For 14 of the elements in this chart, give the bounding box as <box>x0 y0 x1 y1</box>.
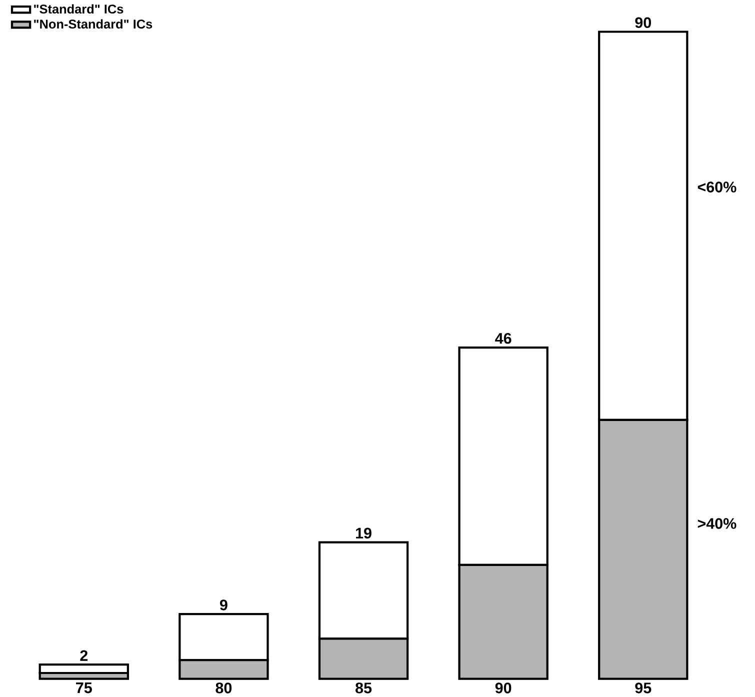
annotation: >40% <box>698 518 736 529</box>
annotation: 46 <box>495 333 512 344</box>
legend-label: "Standard" ICs <box>34 4 124 14</box>
annotation: <60% <box>698 182 736 192</box>
annotation: 2 <box>80 650 88 661</box>
legend-label: "Non-Standard" ICs <box>34 19 152 29</box>
annotation: 90 <box>635 17 652 28</box>
annotation: 9 <box>220 600 228 610</box>
annotation: 19 <box>356 528 372 539</box>
x-tick-label: 85 <box>356 682 372 694</box>
x-tick-label: 75 <box>76 682 92 694</box>
x-tick-label: 90 <box>495 682 512 694</box>
x-tick-label: 80 <box>216 682 232 694</box>
x-tick-label: 95 <box>635 682 652 694</box>
